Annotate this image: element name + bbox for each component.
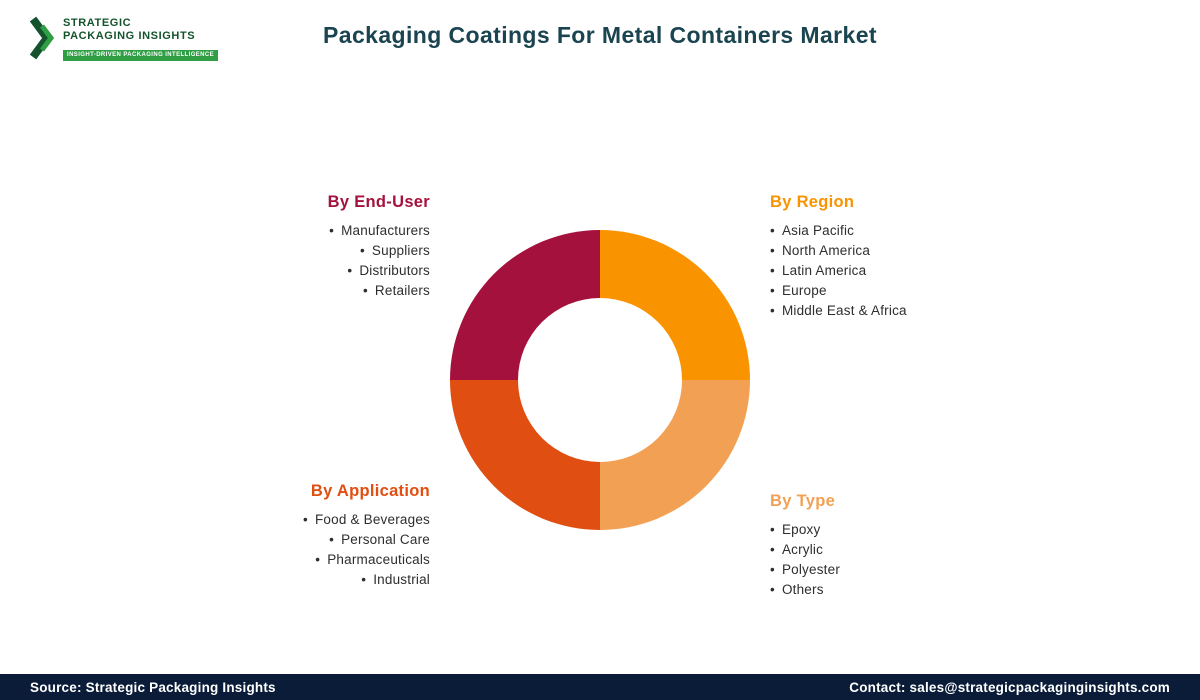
group-list-region: Asia PacificNorth AmericaLatin AmericaEu… xyxy=(770,221,1010,321)
footer: Source: Strategic Packaging Insights Con… xyxy=(0,674,1200,700)
segment-group-end-user: By End-User ManufacturersSuppliersDistri… xyxy=(190,193,430,301)
segment-group-application: By Application Food & BeveragesPersonal … xyxy=(190,482,430,590)
logo-text-line1: STRATEGIC xyxy=(63,17,132,29)
list-item: Middle East & Africa xyxy=(770,301,1010,321)
list-item: Others xyxy=(770,580,1010,600)
list-item: Epoxy xyxy=(770,520,1010,540)
group-heading-application: By Application xyxy=(310,482,430,500)
logo-tagline: INSIGHT-DRIVEN PACKAGING INTELLIGENCE xyxy=(63,50,219,61)
footer-contact: Contact: sales@strategicpackaginginsight… xyxy=(849,679,1170,695)
donut-hole xyxy=(518,298,682,462)
logo-text-line2: PACKAGING INSIGHTS xyxy=(63,30,196,42)
footer-source: Source: Strategic Packaging Insights xyxy=(30,679,276,695)
donut-chart xyxy=(450,230,750,530)
list-item: Polyester xyxy=(770,560,1010,580)
list-item: Asia Pacific xyxy=(770,221,1010,241)
group-list-type: EpoxyAcrylicPolyesterOthers xyxy=(770,520,1010,600)
list-item: Suppliers xyxy=(190,241,430,261)
list-item: Retailers xyxy=(190,281,430,301)
list-item: Acrylic xyxy=(770,540,1010,560)
logo-text: STRATEGIC PACKAGING INSIGHTS INSIGHT-DRI… xyxy=(63,13,219,61)
group-list-end-user: ManufacturersSuppliersDistributorsRetail… xyxy=(190,221,430,301)
logo: STRATEGIC PACKAGING INSIGHTS INSIGHT-DRI… xyxy=(30,13,219,63)
group-list-application: Food & BeveragesPersonal CarePharmaceuti… xyxy=(190,510,430,590)
list-item: North America xyxy=(770,241,1010,261)
segment-group-region: By Region Asia PacificNorth AmericaLatin… xyxy=(770,193,1010,321)
segment-group-type: By Type EpoxyAcrylicPolyesterOthers xyxy=(770,492,1010,600)
group-heading-type: By Type xyxy=(770,492,836,510)
group-heading-region: By Region xyxy=(770,193,855,211)
logo-chevron-icon xyxy=(30,16,55,60)
list-item: Europe xyxy=(770,281,1010,301)
list-item: Latin America xyxy=(770,261,1010,281)
group-heading-end-user: By End-User xyxy=(327,193,430,211)
list-item: Manufacturers xyxy=(190,221,430,241)
page-title: Packaging Coatings For Metal Containers … xyxy=(323,22,877,48)
list-item: Distributors xyxy=(190,261,430,281)
list-item: Personal Care xyxy=(190,530,430,550)
list-item: Pharmaceuticals xyxy=(190,550,430,570)
list-item: Food & Beverages xyxy=(190,510,430,530)
list-item: Industrial xyxy=(190,570,430,590)
